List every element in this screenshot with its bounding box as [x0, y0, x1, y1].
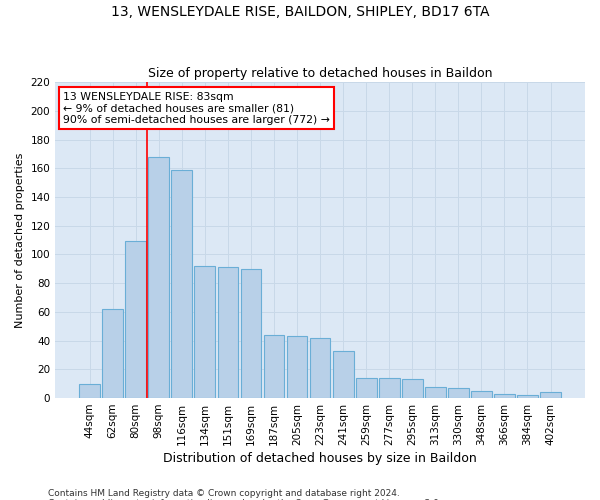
Bar [125, 242, 146, 398]
Bar [402, 380, 422, 398]
Bar [148, 156, 169, 398]
Bar [471, 391, 492, 398]
Bar [172, 170, 192, 398]
Text: Contains HM Land Registry data © Crown copyright and database right 2024.: Contains HM Land Registry data © Crown c… [48, 488, 400, 498]
Bar [263, 335, 284, 398]
Title: Size of property relative to detached houses in Baildon: Size of property relative to detached ho… [148, 66, 493, 80]
Text: Contains public sector information licensed under the Open Government Licence v3: Contains public sector information licen… [48, 498, 442, 500]
Bar [218, 268, 238, 398]
Bar [333, 350, 353, 398]
Bar [287, 336, 307, 398]
Text: 13, WENSLEYDALE RISE, BAILDON, SHIPLEY, BD17 6TA: 13, WENSLEYDALE RISE, BAILDON, SHIPLEY, … [111, 5, 489, 19]
Bar [540, 392, 561, 398]
Bar [310, 338, 331, 398]
Bar [425, 386, 446, 398]
Bar [356, 378, 377, 398]
Y-axis label: Number of detached properties: Number of detached properties [15, 152, 25, 328]
Bar [79, 384, 100, 398]
Text: 13 WENSLEYDALE RISE: 83sqm
← 9% of detached houses are smaller (81)
90% of semi-: 13 WENSLEYDALE RISE: 83sqm ← 9% of detac… [63, 92, 330, 124]
X-axis label: Distribution of detached houses by size in Baildon: Distribution of detached houses by size … [163, 452, 477, 465]
Bar [194, 266, 215, 398]
Bar [517, 395, 538, 398]
Bar [241, 269, 262, 398]
Bar [494, 394, 515, 398]
Bar [379, 378, 400, 398]
Bar [448, 388, 469, 398]
Bar [102, 309, 123, 398]
